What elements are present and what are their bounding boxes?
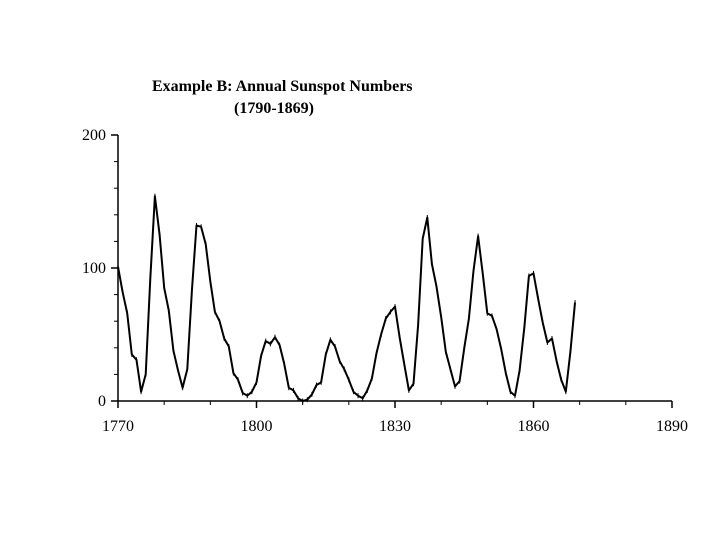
chart-title-block: Example B: Annual Sunspot Numbers (1790-… xyxy=(120,76,520,120)
y-tick-label: 200 xyxy=(82,127,106,144)
chart-title: Example B: Annual Sunspot Numbers xyxy=(152,78,413,95)
sunspot-series-line xyxy=(117,195,576,402)
y-tick-label: 0 xyxy=(98,393,106,410)
x-tick-label: 1800 xyxy=(241,418,273,435)
x-tick-label: 1890 xyxy=(656,418,688,435)
x-tick-label: 1860 xyxy=(518,418,550,435)
x-tick-label: 1770 xyxy=(102,418,134,435)
y-tick-label: 100 xyxy=(82,260,106,277)
chart-subtitle: (1790-1869) xyxy=(234,100,314,117)
x-tick-label: 1830 xyxy=(379,418,411,435)
